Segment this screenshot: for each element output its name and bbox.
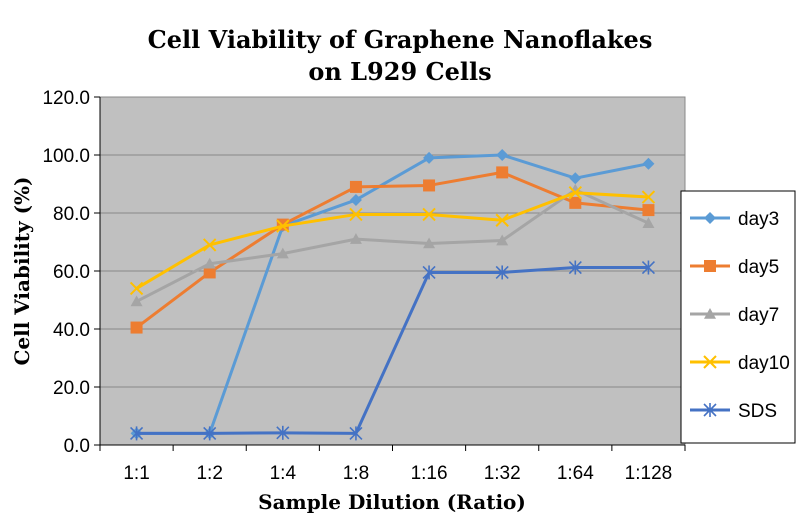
y-tick-label: 0.0 bbox=[64, 436, 90, 457]
marker-stroke bbox=[276, 219, 290, 233]
data-point bbox=[203, 266, 216, 279]
x-tick-label: 1:64 bbox=[557, 463, 594, 484]
x-tick-label: 1:128 bbox=[625, 463, 673, 484]
x-tick-label: 1:8 bbox=[343, 463, 369, 484]
legend-label: SDS bbox=[738, 401, 777, 422]
y-axis-title: Cell Viability (%) bbox=[10, 176, 34, 365]
data-point bbox=[130, 321, 143, 334]
series-line bbox=[135, 191, 649, 290]
y-tick-label: 80.0 bbox=[53, 204, 90, 225]
x-tick-label: 1:16 bbox=[411, 463, 448, 484]
legend-marker bbox=[703, 403, 717, 417]
data-point bbox=[422, 265, 436, 280]
marker-stroke bbox=[422, 207, 436, 222]
data-point bbox=[349, 180, 362, 193]
legend-item-day3: day3 bbox=[690, 209, 779, 230]
data-point bbox=[349, 207, 363, 222]
marker-stroke bbox=[202, 238, 217, 252]
data-point bbox=[496, 166, 509, 179]
marker-stroke bbox=[568, 185, 583, 200]
marker-stroke bbox=[495, 213, 509, 227]
data-point bbox=[642, 157, 655, 170]
data-point bbox=[569, 172, 582, 185]
legend-label: day3 bbox=[738, 209, 779, 230]
y-tick-label: 20.0 bbox=[53, 378, 90, 399]
data-point bbox=[129, 426, 144, 441]
data-point bbox=[276, 425, 290, 440]
data-point bbox=[129, 281, 144, 296]
data-point bbox=[495, 213, 509, 227]
data-point bbox=[568, 260, 582, 275]
legend-label: day5 bbox=[738, 257, 779, 278]
x-tick-label: 1:1 bbox=[123, 463, 149, 484]
legend-marker bbox=[703, 355, 717, 369]
marker-stroke bbox=[349, 207, 363, 222]
series-sds bbox=[129, 260, 656, 441]
data-point bbox=[569, 196, 582, 209]
legend-item-sds: SDS bbox=[690, 401, 777, 422]
data-point bbox=[641, 190, 656, 204]
x-axis-title: Sample Dilution (Ratio) bbox=[258, 490, 526, 514]
y-axis-ticks: 0.0 20.0 40.0 60.0 80.0 100.0 120.0 bbox=[42, 88, 100, 457]
legend: day3 day5 day7 day10 SDS bbox=[680, 190, 796, 444]
legend-marker bbox=[704, 260, 716, 272]
legend-label: day10 bbox=[738, 353, 790, 374]
data-point bbox=[496, 149, 509, 161]
marker-stroke bbox=[641, 190, 656, 204]
x-tick-label: 1:4 bbox=[270, 463, 297, 484]
data-point bbox=[203, 426, 217, 441]
legend-item-day5: day5 bbox=[690, 257, 779, 278]
data-point bbox=[349, 193, 362, 206]
data-point bbox=[203, 257, 216, 269]
y-tick-label: 120.0 bbox=[42, 88, 90, 109]
data-point bbox=[130, 295, 143, 307]
series-day10 bbox=[129, 185, 656, 296]
legend-item-day10: day10 bbox=[690, 353, 790, 374]
legend-marker bbox=[704, 212, 716, 224]
data-point bbox=[496, 234, 509, 246]
x-tick-label: 1:2 bbox=[196, 463, 222, 484]
data-point bbox=[641, 260, 656, 275]
y-tick-label: 100.0 bbox=[42, 146, 90, 167]
series-line bbox=[136, 153, 649, 435]
data-point bbox=[276, 219, 290, 233]
data-point bbox=[423, 237, 436, 249]
x-tick-label: 1:32 bbox=[484, 463, 521, 484]
data-point bbox=[568, 185, 583, 200]
data-point bbox=[422, 207, 436, 222]
data-point bbox=[349, 426, 363, 441]
data-point bbox=[642, 204, 655, 217]
marker-stroke bbox=[703, 355, 717, 369]
series-line bbox=[136, 266, 649, 435]
legend-item-day7: day7 bbox=[690, 305, 779, 326]
data-point bbox=[202, 238, 217, 252]
data-point bbox=[495, 265, 509, 280]
legend-box bbox=[680, 190, 796, 444]
chart-title-line-2: on L929 Cells bbox=[308, 57, 491, 86]
legend-marker bbox=[704, 308, 716, 319]
legend-label: day7 bbox=[738, 305, 779, 326]
data-point bbox=[349, 233, 362, 244]
series-layer bbox=[129, 149, 656, 441]
data-point bbox=[276, 247, 289, 259]
data-point bbox=[423, 179, 436, 192]
data-point bbox=[642, 217, 655, 228]
x-axis-ticks: 1:1 1:2 1:4 1:8 1:16 1:32 1:64 1:128 bbox=[99, 445, 686, 484]
y-tick-label: 40.0 bbox=[53, 320, 90, 341]
data-point bbox=[423, 151, 436, 164]
y-tick-label: 60.0 bbox=[53, 262, 90, 283]
marker-stroke bbox=[129, 281, 144, 296]
chart-title-line-1: Cell Viability of Graphene Nanoflakes bbox=[148, 25, 653, 54]
